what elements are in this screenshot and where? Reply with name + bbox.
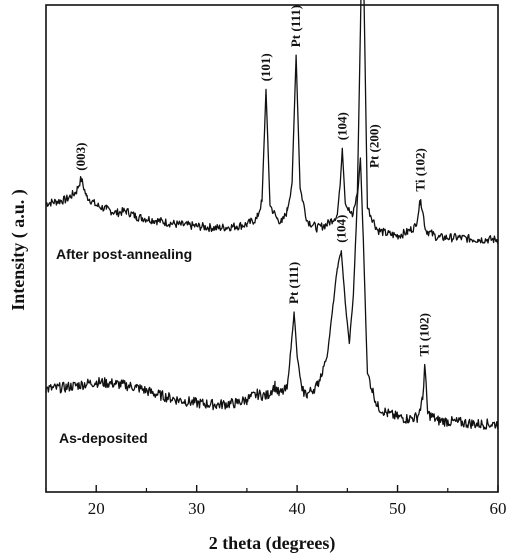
x-tick-label: 40 [289,499,306,518]
x-axis-ticks: 20 30 40 50 60 [45,485,507,518]
peak-labels: After post-annealing As-deposited (003) (10… [56,5,432,446]
peak-label: (104) [334,112,349,140]
peak-label: Ti (102) [417,313,432,356]
series-line-2 [45,157,499,430]
peak-label: Ti (102) [413,148,428,191]
series-label-after-annealing: After post-annealing [56,246,192,262]
x-tick-label: 60 [490,499,507,518]
peak-label: Pt (111) [288,5,303,47]
series-curves [45,0,499,430]
x-axis-title: 2 theta (degrees) [209,533,336,554]
series-label-as-deposited: As-deposited [59,430,148,446]
x-tick-label: 20 [88,499,105,518]
peak-label: (101) [258,53,273,81]
peak-label: (003) [73,143,88,171]
y-axis-title: Intensity ( a.u. ) [8,189,29,311]
series-line-1 [45,0,499,244]
plot-frame [45,4,499,493]
peak-label: Pt (111) [286,262,301,304]
x-tick-label: 30 [188,499,205,518]
peak-label: Pt (200) [366,124,381,168]
peak-label: (104) [333,215,348,243]
x-tick-label: 50 [389,499,406,518]
